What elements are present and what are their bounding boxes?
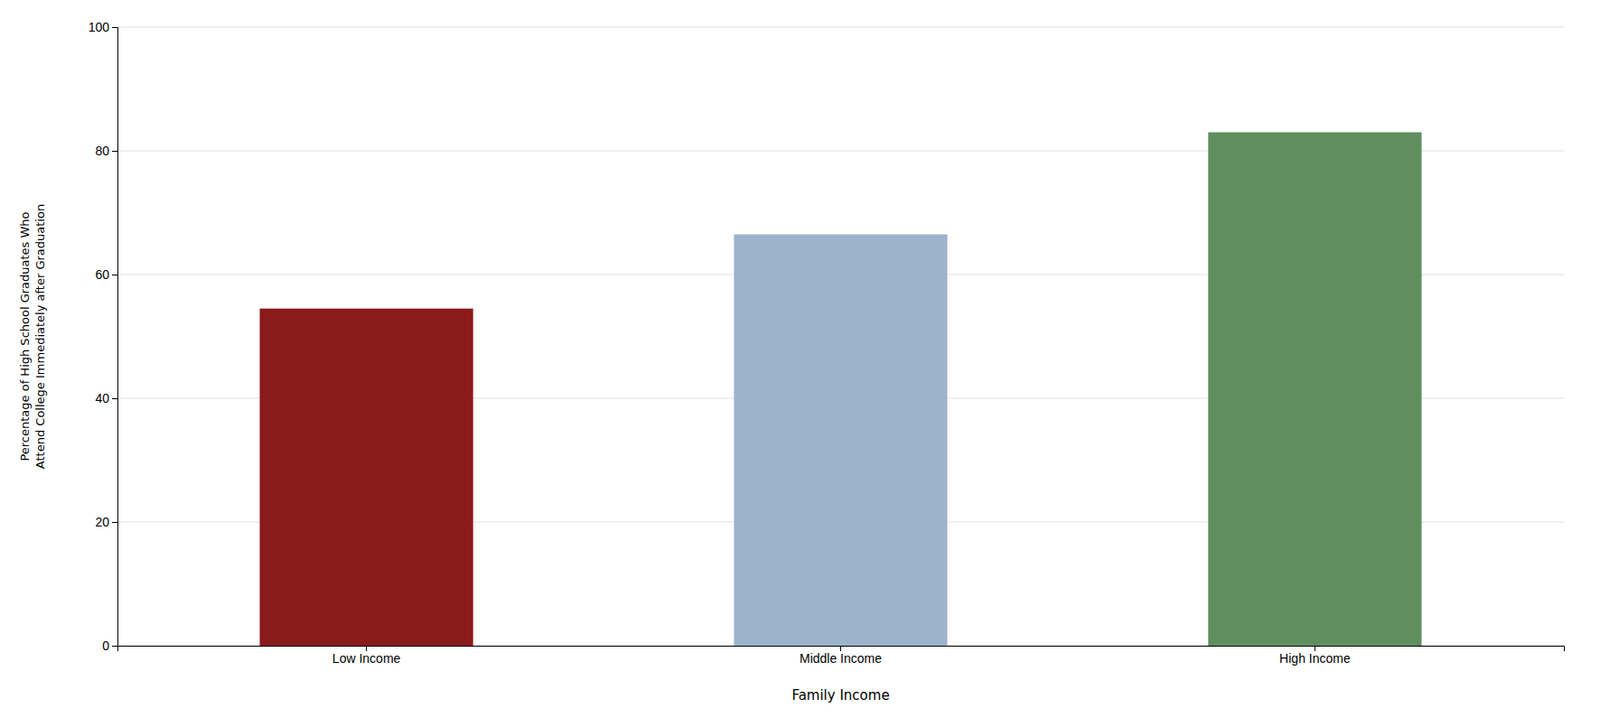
y-tick-label: 40 — [94, 391, 110, 406]
y-tick-mark — [112, 27, 118, 29]
x-tick-label: Middle Income — [799, 651, 882, 666]
y-axis-title-line: Percentage of High School Graduates Who — [18, 211, 32, 461]
bar — [1207, 131, 1422, 646]
y-tick-label: 60 — [94, 267, 110, 282]
bar — [259, 308, 473, 646]
x-axis: Low Income Middle Income High Income — [118, 645, 1565, 666]
plot-area: 0 20 40 60 80 100 Low Income Middle Income High … — [88, 19, 1565, 666]
y-tick: 0 — [102, 638, 118, 654]
y-tick: 80 — [94, 143, 118, 159]
y-tick-mark — [112, 522, 118, 524]
y-tick: 60 — [94, 267, 118, 282]
bars — [259, 131, 1422, 646]
chart-svg: 0 20 40 60 80 100 Low Income Middle Income High … — [0, 0, 1600, 727]
grid-line — [117, 27, 1564, 29]
y-axis-title-line: Attend College Immediately after Graduat… — [33, 204, 47, 469]
y-tick-label: 80 — [94, 143, 110, 159]
x-tick: High Income — [1279, 645, 1351, 666]
bar — [733, 233, 947, 646]
y-tick-mark — [112, 150, 118, 152]
y-tick: 40 — [94, 391, 118, 406]
x-tick-label: High Income — [1279, 651, 1351, 666]
chart-container: 0 20 40 60 80 100 Low Income Middle Income High … — [0, 0, 1600, 727]
y-tick-mark — [112, 645, 118, 647]
x-tick-label: Low Income — [332, 651, 402, 666]
y-tick-mark — [112, 398, 118, 400]
x-tick: Low Income — [332, 645, 402, 666]
x-tick: Middle Income — [799, 645, 882, 666]
grid — [117, 27, 1564, 646]
y-axis-line — [112, 28, 119, 647]
x-axis-title: Family Income — [791, 687, 889, 704]
y-axis: 0 20 40 60 80 100 — [88, 19, 119, 654]
y-tick: 100 — [88, 19, 118, 35]
y-tick-mark — [112, 274, 118, 276]
y-tick: 20 — [94, 514, 118, 530]
y-tick-label: 20 — [94, 514, 110, 530]
y-axis-title: Percentage of High School Graduates WhoA… — [18, 204, 47, 469]
y-tick-label: 100 — [88, 19, 111, 35]
y-tick-label: 0 — [102, 638, 110, 654]
